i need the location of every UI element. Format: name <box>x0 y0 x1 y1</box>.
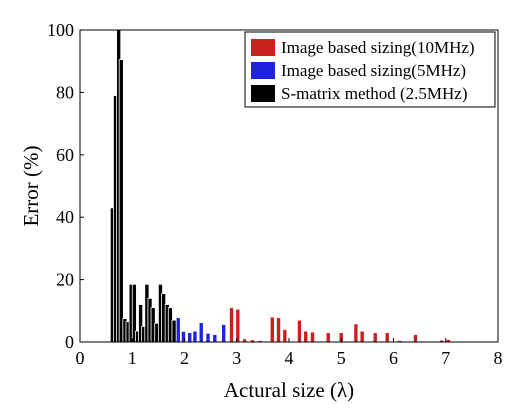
x-tick-label-0: 0 <box>76 348 85 368</box>
x-tick-label-6: 6 <box>389 348 398 368</box>
legend-entry-0: Image based sizing(10MHz) <box>281 38 475 57</box>
legend-box <box>244 31 496 108</box>
y-tick-label-3: 60 <box>56 145 74 165</box>
bar-s2-19 <box>171 319 177 343</box>
legend-swatch-2 <box>251 85 275 102</box>
bar-s0-13 <box>353 323 359 343</box>
bar-s0-11 <box>325 332 331 343</box>
bar-s0-15 <box>372 332 378 343</box>
x-tick-label-7: 7 <box>441 348 450 368</box>
y-tick-label-0: 0 <box>65 332 74 352</box>
y-tick-label-4: 80 <box>56 82 74 102</box>
bar-s1-2 <box>187 332 193 343</box>
bar-s0-1 <box>235 308 241 343</box>
bar-s0-16 <box>384 332 390 343</box>
legend-entry-1: Image based sizing(5MHz) <box>281 61 466 80</box>
bar-s2-3 <box>118 59 124 343</box>
x-tick-label-5: 5 <box>337 348 346 368</box>
bar-s0-14 <box>359 330 365 343</box>
x-axis-label: Actural size (λ) <box>224 378 354 402</box>
bar-s1-7 <box>221 324 227 343</box>
bar-s1-6 <box>212 334 218 343</box>
y-tick-label-2: 40 <box>56 207 74 227</box>
bar-s1-5 <box>205 332 211 343</box>
legend: Image based sizing(10MHz) Image based si… <box>244 31 496 108</box>
legend-swatch-0 <box>251 39 275 56</box>
bar-s0-7 <box>282 329 288 343</box>
y-tick-label-1: 20 <box>56 270 74 290</box>
bar-s0-6 <box>276 317 282 343</box>
x-tick-label-2: 2 <box>180 348 189 368</box>
legend-swatch-1 <box>251 62 275 79</box>
y-axis-label: Error (%) <box>19 145 43 226</box>
bar-s0-9 <box>303 330 309 343</box>
x-tick-label-1: 1 <box>128 348 137 368</box>
x-tick-label-4: 4 <box>285 348 294 368</box>
bar-s1-0 <box>175 317 181 343</box>
bar-s0-5 <box>269 316 275 343</box>
bar-s0-8 <box>296 319 302 343</box>
x-tick-label-3: 3 <box>232 348 241 368</box>
bar-s0-18 <box>412 334 418 343</box>
x-tick-label-8: 8 <box>494 348 503 368</box>
bar-s1-4 <box>198 322 204 343</box>
legend-entry-2: S-matrix method (2.5MHz) <box>281 84 468 103</box>
bar-s0-10 <box>310 331 316 343</box>
y-tick-label-5: 100 <box>47 20 74 40</box>
bar-s0-0 <box>229 307 235 343</box>
bar-s1-3 <box>192 330 198 343</box>
bars-layer <box>109 29 451 343</box>
